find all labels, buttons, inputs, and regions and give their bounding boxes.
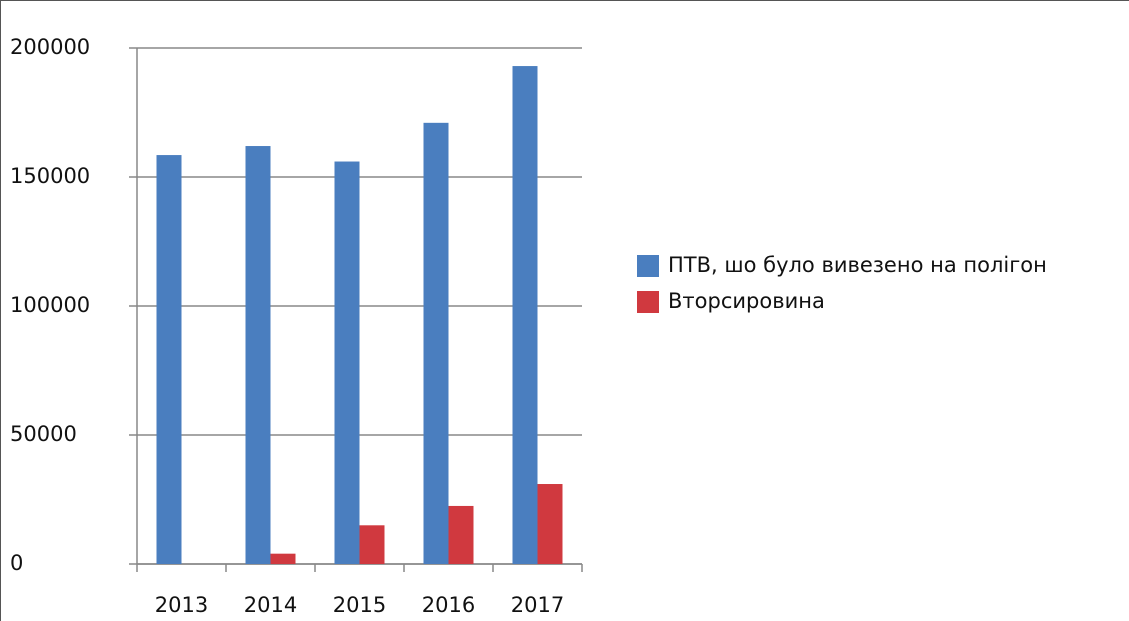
y-tick-label: 200000: [10, 35, 90, 59]
legend-label: ПТВ, шо було вивезено на полігон: [668, 253, 1047, 277]
bar: [245, 146, 271, 565]
legend-swatch: [637, 255, 659, 277]
bar: [156, 155, 182, 564]
x-tick-label: 2014: [244, 593, 297, 617]
x-tick-label: 2013: [155, 593, 208, 617]
bar: [359, 525, 385, 564]
legend-label: Вторсировина: [668, 289, 825, 313]
x-tick-label: 2015: [333, 593, 386, 617]
y-tick-label: 100000: [10, 293, 90, 317]
x-tick-label: 2016: [422, 593, 475, 617]
bar: [423, 122, 449, 564]
bar: [270, 553, 296, 564]
legend-swatch: [637, 291, 659, 313]
bar: [537, 484, 563, 564]
bar: [512, 66, 538, 564]
bar: [448, 505, 474, 564]
y-tick-label: 50000: [10, 422, 77, 446]
y-tick-label: 150000: [10, 164, 90, 188]
bar: [334, 161, 360, 564]
x-tick-label: 2017: [511, 593, 564, 617]
y-tick-label: 0: [10, 551, 23, 575]
